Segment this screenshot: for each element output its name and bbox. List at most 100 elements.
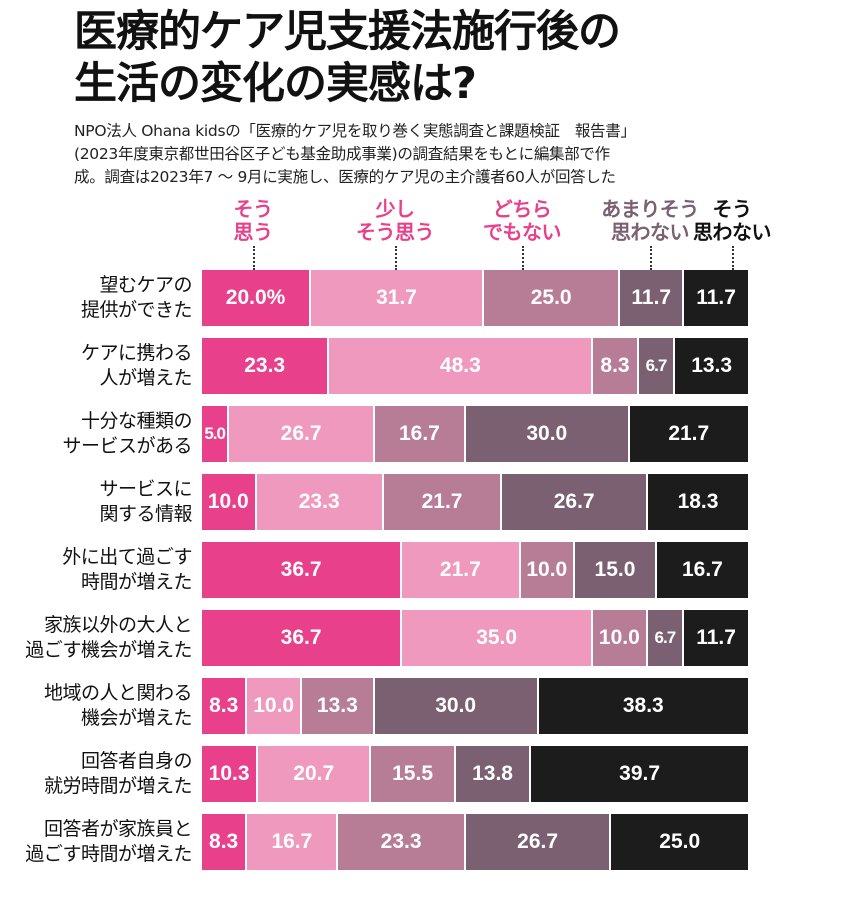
data-label: 15.5 [392, 762, 433, 785]
data-label: 10.0 [526, 558, 568, 581]
bar-segment: 21.7 [629, 406, 748, 462]
bar-segment: 26.7 [229, 406, 375, 462]
data-label: 8.3 [209, 830, 239, 853]
legend-label-line: そう [712, 197, 753, 221]
bar-segment: 6.7 [647, 610, 685, 666]
bar-segment: 48.3 [329, 338, 594, 394]
row-label: 家族以外の大人と 過ごす機会が増えた [0, 613, 192, 663]
row-label: サービスに 関する情報 [0, 477, 192, 527]
legend-label-line: 思う [233, 220, 274, 244]
row-label: 回答者が家族員と 過ごす時間が増えた [0, 817, 192, 867]
data-label: 26.7 [517, 830, 559, 853]
legend-item-4: あまりそう 思わない [585, 198, 715, 270]
bar-segment: 39.7 [531, 746, 748, 802]
bar-segment: 26.7 [502, 474, 649, 530]
row-label-line: サービスがある [62, 435, 192, 457]
data-label: 10.0 [598, 626, 640, 649]
chart-subtitle: NPO法人 Ohana kidsの「医療的ケア児を取り巻く実態調査と課題検証 報… [74, 120, 844, 189]
stacked-bar: 10.0 23.3 21.7 26.7 18.3 [202, 474, 748, 530]
data-label: 10.3 [208, 762, 250, 785]
legend-leader-line [650, 246, 652, 270]
data-label: 26.7 [280, 422, 322, 445]
bar-segment: 16.7 [247, 814, 339, 870]
row-label-line: 回答者が家族員と [43, 818, 193, 840]
row-label-line: 望むケアの [99, 274, 192, 296]
stacked-bar: 8.3 16.7 23.3 26.7 25.0 [202, 814, 748, 870]
row-label-line: 関する情報 [99, 503, 192, 525]
bar-segment: 23.3 [202, 338, 330, 394]
legend-leader-line [395, 246, 397, 270]
data-label: 20.0% [225, 286, 286, 309]
data-label: 39.7 [619, 762, 661, 785]
bar-segment: 20.0% [202, 270, 312, 326]
bar-segment: 13.8 [455, 746, 532, 802]
legend-leader-line [253, 246, 255, 270]
bar-segment: 11.7 [684, 270, 748, 326]
bar-segment: 11.7 [684, 610, 748, 666]
data-label: 21.7 [421, 490, 463, 513]
data-label: 10.0 [207, 490, 249, 513]
row-label-line: 家族以外の大人と [43, 614, 193, 636]
bar-segment: 30.0 [374, 678, 539, 734]
data-label: 11.7 [696, 626, 736, 649]
bar-segment: 10.0 [593, 610, 648, 666]
bar-segment: 10.0 [202, 474, 257, 530]
data-label: 15.0 [594, 558, 636, 581]
bar-segment: 35.0 [402, 610, 594, 666]
bar-segment: 15.5 [371, 746, 456, 802]
bar-segment: 6.7 [638, 338, 676, 394]
row-label-line: 機会が増えた [80, 707, 193, 729]
data-label: 35.0 [476, 626, 518, 649]
row-label: ケアに携わる 人が増えた [0, 341, 193, 391]
data-label: 30.0 [435, 694, 477, 717]
data-label: 36.7 [280, 626, 322, 649]
data-label: 36.7 [280, 558, 322, 581]
legend-item-1: そう 思う [188, 198, 318, 270]
row-label: 回答者自身の 就労時間が増えた [0, 749, 193, 799]
legend-label-line: 思わない [611, 220, 690, 244]
bar-segment: 26.7 [465, 814, 612, 870]
row-label-line: 時間が増えた [80, 571, 193, 593]
bar-segment: 30.0 [465, 406, 630, 462]
data-label: 11.7 [696, 286, 736, 309]
bar-segment: 38.3 [538, 678, 748, 734]
data-label: 23.3 [380, 830, 422, 853]
bar-segment: 8.3 [202, 814, 248, 870]
bar-segment: 23.3 [338, 814, 466, 870]
subtitle-line-2: (2023年度東京都世田谷区子ども基金助成事業)の調査結果をもとに編集部で作 [74, 145, 610, 163]
title-line-2: 生活の変化の実感は? [74, 59, 477, 109]
bar-segment: 11.7 [620, 270, 685, 326]
legend-leader-line [732, 246, 734, 270]
row-label-line: 人が増えた [99, 367, 192, 389]
title-line-1: 医療的ケア児支援法施行後の [74, 7, 621, 57]
data-label: 31.7 [376, 286, 417, 309]
chart-title: 医療的ケア児支援法施行後の 生活の変化の実感は? [74, 6, 814, 110]
row-label-line: 十分な種類の [80, 410, 193, 432]
row-label: 十分な種類のサービスがある [0, 409, 192, 459]
bar-segment: 5.0 [202, 406, 230, 462]
row-label-line: 提供ができた [80, 299, 193, 321]
data-label: 13.8 [472, 762, 513, 785]
subtitle-line-3: 成。調査は2023年7 ～ 9月に実施し、医療的ケア児の主介護者60人が回答した [74, 168, 616, 186]
data-label: 13.3 [316, 694, 358, 717]
stacked-bar: 23.3 48.3 8.3 6.7 13.3 [202, 338, 748, 394]
row-label-line: 就労時間が増えた [43, 775, 193, 797]
bar-segment: 8.3 [593, 338, 639, 394]
data-label: 8.3 [600, 354, 630, 377]
data-label: 48.3 [439, 354, 481, 377]
legend-label-line: そう思う [356, 220, 435, 244]
bar-segment: 10.3 [202, 746, 259, 802]
data-label: 6.7 [645, 356, 668, 375]
bar-segment: 21.7 [402, 542, 521, 598]
bar-segment: 20.7 [258, 746, 372, 802]
data-label: 13.3 [691, 354, 733, 377]
bar-segment: 36.7 [202, 542, 403, 598]
legend-item-5: そう 思わない [667, 197, 797, 270]
data-label: 16.7 [271, 830, 313, 853]
bar-segment: 13.3 [675, 338, 748, 394]
data-label: 38.3 [622, 694, 664, 717]
data-label: 16.7 [681, 558, 723, 581]
data-label: 26.7 [553, 490, 595, 513]
data-label: 11.7 [631, 286, 672, 309]
bar-segment: 10.0 [247, 678, 302, 734]
